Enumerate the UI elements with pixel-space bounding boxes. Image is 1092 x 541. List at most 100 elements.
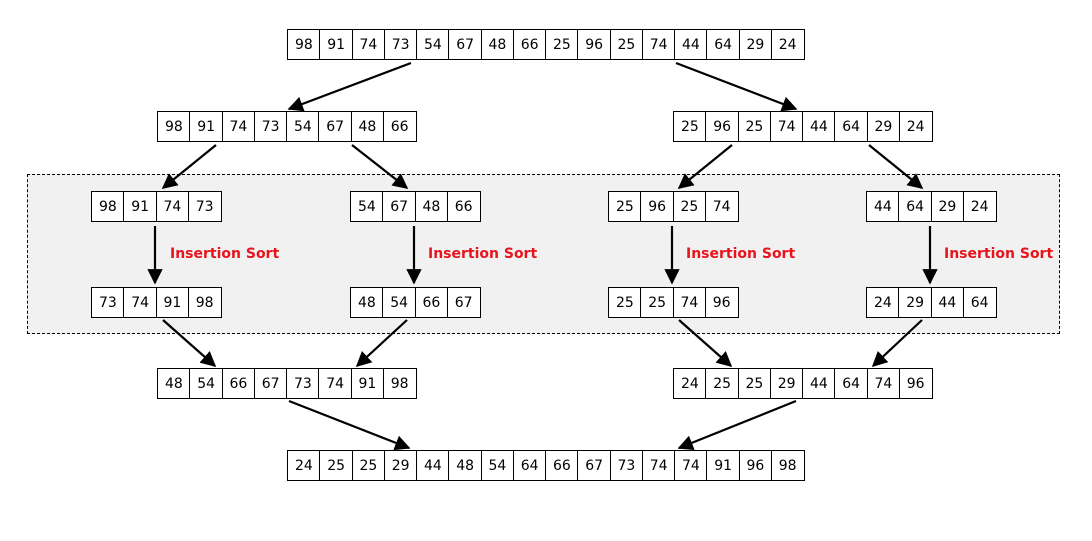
array-cell: 67 — [318, 111, 352, 142]
array-cell: 64 — [898, 191, 932, 222]
array-cell: 91 — [319, 29, 353, 60]
arrow-15 — [288, 399, 411, 451]
array-cell: 25 — [609, 29, 644, 60]
array-cell: 74 — [769, 111, 804, 142]
array-cell: 44 — [930, 287, 965, 318]
array-cell: 48 — [350, 111, 385, 142]
array-cell: 24 — [287, 450, 321, 481]
array-cell: 64 — [834, 111, 868, 142]
array-cell: 73 — [383, 29, 418, 60]
insertion-sort-label-1: Insertion Sort — [170, 246, 280, 262]
array-cell: 96 — [577, 29, 611, 60]
array-cell: 25 — [319, 450, 353, 481]
array-cell: 66 — [414, 287, 449, 318]
array-cell: 48 — [448, 450, 482, 481]
array-cell: 74 — [123, 287, 157, 318]
array-cell: 96 — [640, 191, 674, 222]
array-cell: 98 — [157, 111, 191, 142]
array-cell: 66 — [512, 29, 547, 60]
array-cell: 91 — [706, 450, 740, 481]
array-cell: 54 — [382, 287, 416, 318]
insertion-sort-label-4: Insertion Sort — [944, 246, 1054, 262]
array-cell: 67 — [446, 287, 481, 318]
array-cell: 74 — [641, 450, 676, 481]
arrow-2 — [675, 61, 798, 112]
array-cell: 74 — [221, 111, 256, 142]
array-cell: 74 — [672, 287, 707, 318]
array-cell: 24 — [770, 29, 805, 60]
array-cell: 73 — [253, 111, 288, 142]
array-cell: 48 — [480, 29, 515, 60]
array-cell: 96 — [738, 450, 773, 481]
array-cell: 48 — [157, 368, 191, 399]
arrow-12 — [355, 319, 408, 368]
array-cell: 44 — [674, 29, 708, 60]
array-cell: 98 — [187, 287, 222, 318]
array-cell: 24 — [866, 287, 900, 318]
array-cell: 64 — [512, 450, 547, 481]
array-cell: 25 — [672, 191, 707, 222]
array-cell: 74 — [641, 29, 676, 60]
array-cell: 29 — [898, 287, 932, 318]
arrow-13 — [678, 319, 733, 368]
array-cell: 96 — [705, 111, 739, 142]
array-cell: 54 — [286, 111, 320, 142]
array-cell: 25 — [640, 287, 674, 318]
array-cell: 66 — [545, 450, 579, 481]
arrow-4 — [351, 144, 409, 189]
array-cell: 25 — [608, 287, 642, 318]
array-cell: 73 — [187, 191, 222, 222]
array-cell: 29 — [866, 111, 901, 142]
array-cell: 54 — [416, 29, 450, 60]
array-cell: 98 — [287, 29, 321, 60]
array-cell: 54 — [350, 191, 384, 222]
array-cell: 24 — [962, 191, 997, 222]
array-cell: 74 — [155, 191, 190, 222]
array-cell: 29 — [930, 191, 965, 222]
array-cell: 67 — [577, 450, 611, 481]
array-cell: 66 — [382, 111, 417, 142]
array-cell: 48 — [414, 191, 449, 222]
array-cell: 73 — [609, 450, 644, 481]
array-cell: 67 — [448, 29, 482, 60]
array-cell: 25 — [737, 111, 772, 142]
array-cell: 98 — [382, 368, 417, 399]
array-cell: 67 — [382, 191, 416, 222]
array-cell: 64 — [962, 287, 997, 318]
array-cell: 25 — [351, 450, 386, 481]
array-cell: 74 — [351, 29, 386, 60]
array-cell: 64 — [706, 29, 740, 60]
array-cell: 74 — [704, 191, 739, 222]
array-cell: 29 — [383, 450, 418, 481]
array-cell: 25 — [737, 368, 772, 399]
array-cell: 91 — [189, 111, 223, 142]
array-cell: 66 — [221, 368, 256, 399]
arrow-3 — [161, 144, 217, 189]
array-cell: 91 — [123, 191, 157, 222]
array-cell: 25 — [705, 368, 739, 399]
array-cell: 24 — [898, 111, 933, 142]
array-cell: 91 — [155, 287, 190, 318]
array-cell: 25 — [545, 29, 579, 60]
array-cell: 91 — [350, 368, 385, 399]
array-cell: 29 — [738, 29, 773, 60]
array-cell: 96 — [704, 287, 739, 318]
array-cell: 74 — [866, 368, 901, 399]
arrow-6 — [868, 144, 924, 189]
arrow-14 — [871, 319, 923, 368]
array-cell: 98 — [91, 191, 125, 222]
insertion-sort-label-3: Insertion Sort — [686, 246, 796, 262]
arrow-1 — [287, 61, 412, 112]
array-cell: 54 — [480, 450, 515, 481]
arrow-5 — [677, 144, 733, 189]
array-cell: 96 — [898, 368, 933, 399]
array-cell: 44 — [416, 450, 450, 481]
array-cell: 73 — [91, 287, 125, 318]
arrow-11 — [162, 319, 217, 368]
array-cell: 98 — [770, 450, 805, 481]
array-cell: 25 — [608, 191, 642, 222]
array-cell: 44 — [802, 111, 836, 142]
array-cell: 73 — [286, 368, 320, 399]
